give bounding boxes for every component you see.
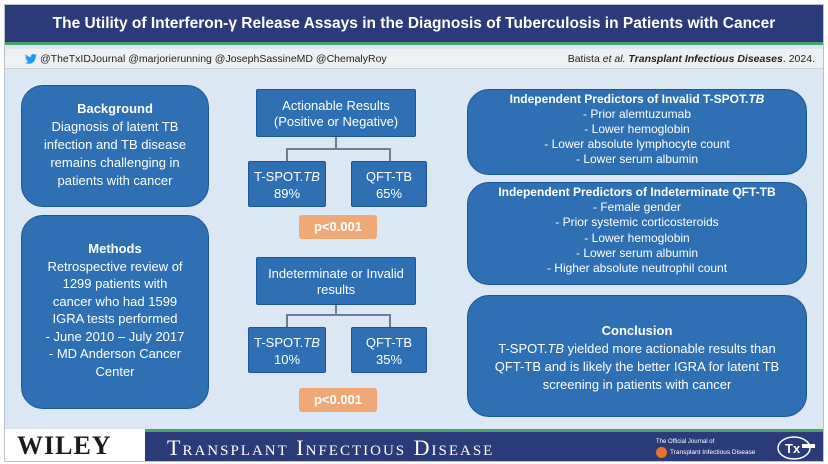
background-box: Background Diagnosis of latent TB infect… xyxy=(21,85,209,207)
predictor-text: Prior systemic corticosteroids xyxy=(562,215,719,230)
predictor-text: Prior alemtuzumab xyxy=(590,107,692,121)
predictor-text: Lower absolute lymphocyte count xyxy=(551,137,730,151)
title-bar: The Utility of Interferon-γ Release Assa… xyxy=(5,5,823,45)
actionable-line: (Positive or Negative) xyxy=(273,114,399,129)
conclusion-line: T-SPOT.TB yielded more actionable result… xyxy=(468,340,806,358)
p-value-badge: p<0.001 xyxy=(299,215,377,239)
official-society-name: Transplant Infectious Disease xyxy=(670,449,756,456)
qft-name: QFT-TB xyxy=(365,335,413,350)
predictor-item: - Female gender xyxy=(592,200,682,215)
conclusion-line: QFT-TB and is likely the better IGRA for… xyxy=(494,359,780,374)
citation-year: . 2024. xyxy=(782,52,815,65)
indeterminate-predictors-box: Independent Predictors of Indeterminate … xyxy=(467,182,807,285)
society-logo-icon xyxy=(656,447,667,458)
methods-line: - MD Anderson Cancer xyxy=(48,346,182,361)
predictor-item: - Lower serum albumin xyxy=(575,152,699,166)
official-journal-block: The Official Journal of Transplant Infec… xyxy=(650,429,823,461)
citation-author: Batista xyxy=(567,52,603,65)
conclusion-box: Conclusion T-SPOT.TB yielded more action… xyxy=(467,295,807,417)
conclusion-tspot: T-SPOT. xyxy=(498,341,548,356)
predictor-item: - Prior alemtuzumab xyxy=(582,107,692,121)
methods-line: 1299 patients with xyxy=(62,276,168,291)
official-journal-label: The Official Journal of xyxy=(656,439,715,445)
predictor-item: - Higher absolute neutrophil count xyxy=(546,261,728,276)
journal-name: Transplant Infectious Disease xyxy=(167,435,495,460)
predictor-text: Lower hemoglobin xyxy=(591,122,690,136)
page-title: The Utility of Interferon-γ Release Assa… xyxy=(52,14,776,32)
predictor-item: - Lower absolute lymphocyte count xyxy=(544,137,730,151)
predictor-text: Lower serum albumin xyxy=(583,245,699,260)
methods-line: Retrospective review of xyxy=(47,258,183,274)
predictor-item: - Lower hemoglobin xyxy=(584,230,690,245)
citation-etal: et al. xyxy=(602,52,626,65)
qft-indeterminate-value: 35% xyxy=(375,352,403,367)
conclusion-tspot-italic: TB xyxy=(547,341,564,356)
predictor-text: Lower hemoglobin xyxy=(591,230,690,245)
tspot-italic: TB xyxy=(303,169,320,184)
predictor-text: Female gender xyxy=(600,200,682,215)
methods-line: IGRA tests performed xyxy=(52,311,178,326)
invalid-predictors-heading: Independent Predictors of Invalid T-SPOT… xyxy=(468,92,806,107)
citation: Batista et al. Transplant Infectious Dis… xyxy=(568,53,815,65)
tx-journal-logo-icon: Tx xyxy=(777,436,815,460)
invalid-heading-text: Independent Predictors of Invalid T-SPOT… xyxy=(509,92,749,106)
footer: WILEY Transplant Infectious Disease The … xyxy=(5,429,823,461)
predictor-item: - Lower hemoglobin xyxy=(584,122,690,136)
p-value-badge: p<0.001 xyxy=(299,388,377,412)
journal-banner: Transplant Infectious Disease xyxy=(145,429,650,461)
qft-indeterminate-box: QFT-TB 35% xyxy=(351,327,427,373)
citation-journal: Transplant Infectious Diseases xyxy=(628,52,783,65)
tspot-actionable-value: 89% xyxy=(273,186,301,201)
connector-line xyxy=(286,148,390,150)
methods-line: cancer who had 1599 xyxy=(52,293,178,309)
twitter-bird-icon xyxy=(25,53,37,64)
methods-heading: Methods xyxy=(88,241,142,256)
methods-box: Methods Retrospective review of 1299 pat… xyxy=(21,215,209,409)
connector-line xyxy=(286,148,288,161)
predictor-text: Lower serum albumin xyxy=(583,152,699,166)
predictor-item: - Prior systemic corticosteroids xyxy=(555,215,719,230)
methods-line: - June 2010 – July 2017 xyxy=(45,328,185,344)
background-heading: Background xyxy=(77,101,153,116)
predictor-item: - Lower serum albumin xyxy=(575,245,699,260)
handles-text: @TheTxIDJournal @marjorierunning @Joseph… xyxy=(40,52,387,65)
social-bar: @TheTxIDJournal @marjorierunning @Joseph… xyxy=(5,49,823,69)
connector-line xyxy=(335,305,337,315)
connector-line xyxy=(389,314,391,327)
indeterminate-line: results xyxy=(316,282,356,297)
tspot-name: T-SPOT. xyxy=(254,169,304,184)
tspot-indeterminate-box: T-SPOT.TB 10% xyxy=(248,327,326,373)
connector-line xyxy=(286,314,390,316)
tspot-italic: TB xyxy=(303,335,320,350)
tspot-name: T-SPOT. xyxy=(254,335,304,350)
background-line: remains challenging in xyxy=(50,155,180,170)
actionable-line: Actionable Results xyxy=(282,98,390,113)
infographic-frame: The Utility of Interferon-γ Release Assa… xyxy=(4,4,824,462)
indeterminate-line: Indeterminate or Invalid xyxy=(268,266,404,281)
methods-line: Center xyxy=(95,363,135,379)
connector-line xyxy=(286,314,288,327)
qft-actionable-box: QFT-TB 65% xyxy=(351,161,427,207)
qft-name: QFT-TB xyxy=(365,169,413,184)
background-line: infection and TB disease xyxy=(43,137,187,152)
actionable-results-box: Actionable Results (Positive or Negative… xyxy=(256,89,416,137)
wiley-logo: WILEY xyxy=(11,431,145,461)
indeterminate-predictors-heading: Independent Predictors of Indeterminate … xyxy=(498,185,776,199)
svg-text:Tx: Tx xyxy=(785,441,801,456)
connector-line xyxy=(335,137,337,149)
conclusion-line: screening in patients with cancer xyxy=(542,377,732,392)
qft-actionable-value: 65% xyxy=(375,186,403,201)
invalid-predictors-box: Independent Predictors of Invalid T-SPOT… xyxy=(467,89,807,175)
conclusion-text: yielded more actionable results than xyxy=(564,341,776,356)
conclusion-heading: Conclusion xyxy=(601,323,673,338)
background-line: Diagnosis of latent TB xyxy=(51,119,179,134)
connector-line xyxy=(389,148,391,161)
tspot-indeterminate-value: 10% xyxy=(273,352,301,367)
indeterminate-results-box: Indeterminate or Invalid results xyxy=(256,257,416,305)
invalid-heading-italic: TB xyxy=(748,92,765,106)
tspot-actionable-box: T-SPOT.TB 89% xyxy=(248,161,326,207)
background-line: patients with cancer xyxy=(57,173,173,188)
social-handles: @TheTxIDJournal @marjorierunning @Joseph… xyxy=(25,53,387,65)
predictor-text: Higher absolute neutrophil count xyxy=(554,261,728,276)
